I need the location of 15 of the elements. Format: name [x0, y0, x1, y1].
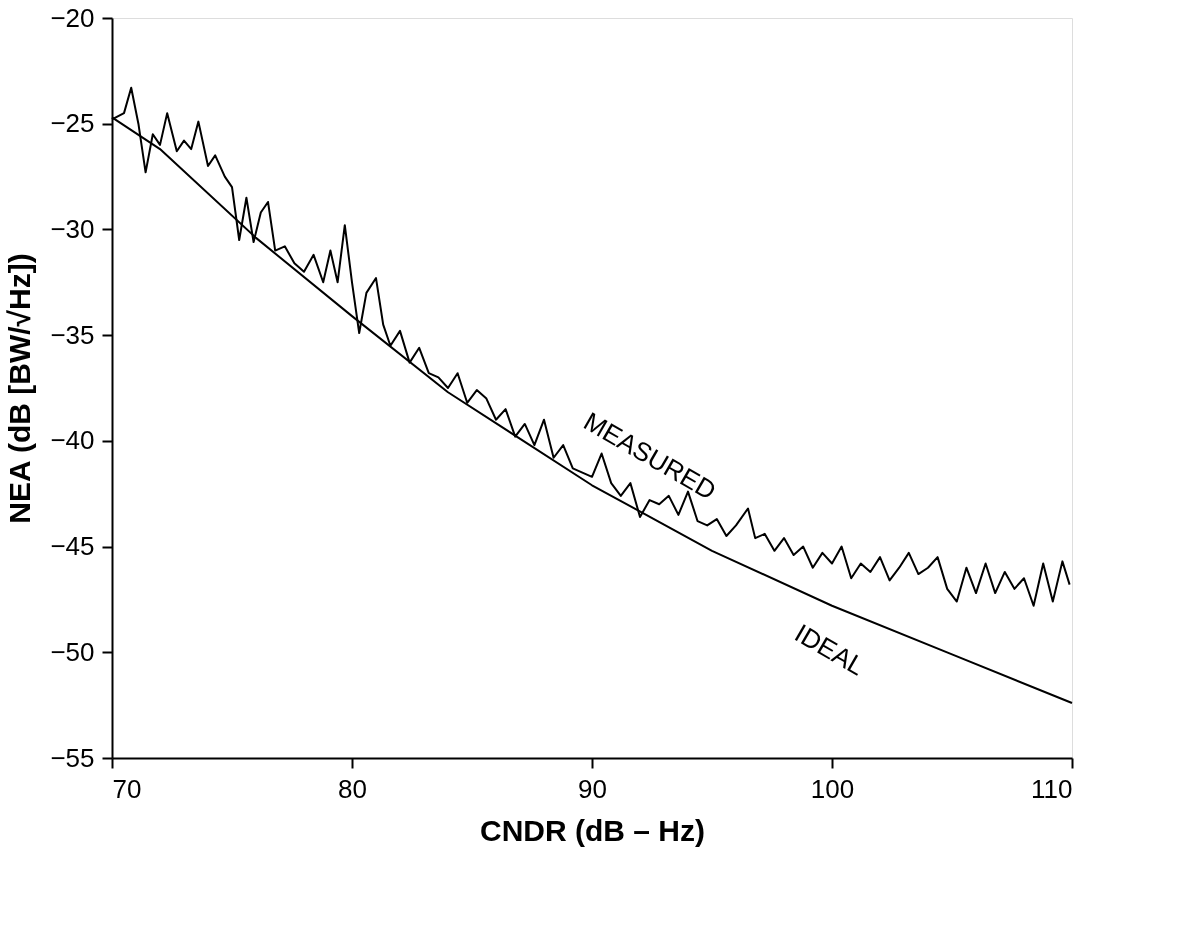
- y-tick-label: −45: [50, 531, 95, 562]
- x-axis-title: CNDR (dB – Hz): [480, 813, 705, 847]
- x-tick-label: 80: [338, 773, 367, 804]
- y-tick-label: −35: [50, 319, 95, 350]
- y-tick-label: −40: [50, 425, 95, 456]
- y-tick-label: −20: [50, 2, 95, 33]
- x-tick-label: 70: [112, 773, 142, 804]
- x-tick-label: 110: [1031, 773, 1073, 804]
- y-tick-label: −30: [50, 213, 95, 244]
- y-tick-label: −25: [50, 108, 95, 139]
- x-tick-label: 90: [578, 773, 607, 804]
- x-tick-label: 100: [810, 773, 855, 804]
- y-axis-title: NEA (dB [BW/√Hz]): [3, 253, 37, 524]
- y-tick-label: −50: [50, 636, 95, 667]
- y-tick-label: −55: [50, 742, 95, 773]
